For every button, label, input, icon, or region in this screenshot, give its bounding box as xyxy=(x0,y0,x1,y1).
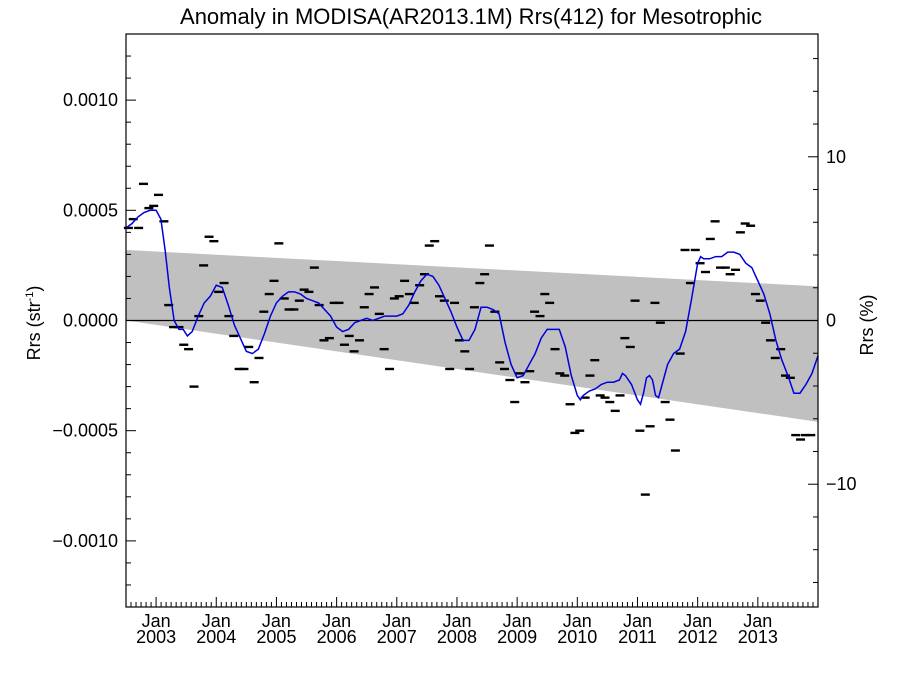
left-axis-tick-label: 0.0005 xyxy=(63,200,118,220)
x-axis-tick-year: 2010 xyxy=(557,627,597,647)
x-axis-tick-month: Jan xyxy=(743,611,772,631)
left-axis-tick-label: −0.0005 xyxy=(52,421,118,441)
anomaly-marks xyxy=(123,182,816,496)
x-axis-tick-year: 2008 xyxy=(437,627,477,647)
right-axis: −10 0 10 xyxy=(808,58,857,583)
x-axis-tick-month: Jan xyxy=(202,611,231,631)
left-axis: −0.0010 −0.0005 0.0000 0.0005 0.0010 xyxy=(52,55,136,586)
x-axis: Jan2003Jan2004Jan2005Jan2006Jan2007Jan20… xyxy=(125,597,819,647)
x-axis-tick-month: Jan xyxy=(503,611,532,631)
x-axis-tick-month: Jan xyxy=(563,611,592,631)
x-axis-tick-year: 2007 xyxy=(377,627,417,647)
x-axis-tick-year: 2013 xyxy=(738,627,778,647)
right-axis-tick-label: 10 xyxy=(826,147,846,167)
smoothed-anomaly-line xyxy=(125,209,819,407)
plot-area xyxy=(123,33,819,608)
x-axis-tick-month: Jan xyxy=(623,611,652,631)
right-axis-label: Rrs (%) xyxy=(857,295,877,356)
x-axis-tick-year: 2005 xyxy=(256,627,296,647)
x-axis-tick-month: Jan xyxy=(683,611,712,631)
x-axis-tick-year: 2011 xyxy=(618,627,657,647)
x-axis-tick-month: Jan xyxy=(322,611,351,631)
x-axis-tick-year: 2003 xyxy=(136,627,176,647)
right-axis-tick-label: −10 xyxy=(826,474,857,494)
left-axis-tick-label: 0.0000 xyxy=(63,311,118,331)
left-axis-label-text: Rrs (str xyxy=(24,301,44,360)
x-axis-tick-month: Jan xyxy=(142,611,171,631)
x-axis-tick-year: 2009 xyxy=(497,627,537,647)
left-axis-label: Rrs (str-1) xyxy=(24,286,44,361)
x-axis-tick-year: 2006 xyxy=(317,627,357,647)
x-axis-tick-year: 2004 xyxy=(196,627,236,647)
x-axis-tick-month: Jan xyxy=(442,611,471,631)
right-axis-tick-label: 0 xyxy=(826,311,836,331)
x-axis-tick-month: Jan xyxy=(382,611,411,631)
left-axis-tick-label: 0.0010 xyxy=(63,90,118,110)
left-axis-label-superscript: -1 xyxy=(24,292,36,302)
x-axis-tick-month: Jan xyxy=(262,611,291,631)
chart-title: Anomaly in MODISA(AR2013.1M) Rrs(412) fo… xyxy=(180,4,762,29)
left-axis-tick-label: −0.0010 xyxy=(52,531,118,551)
x-axis-tick-year: 2012 xyxy=(678,627,718,647)
left-axis-label-close: ) xyxy=(24,286,44,292)
